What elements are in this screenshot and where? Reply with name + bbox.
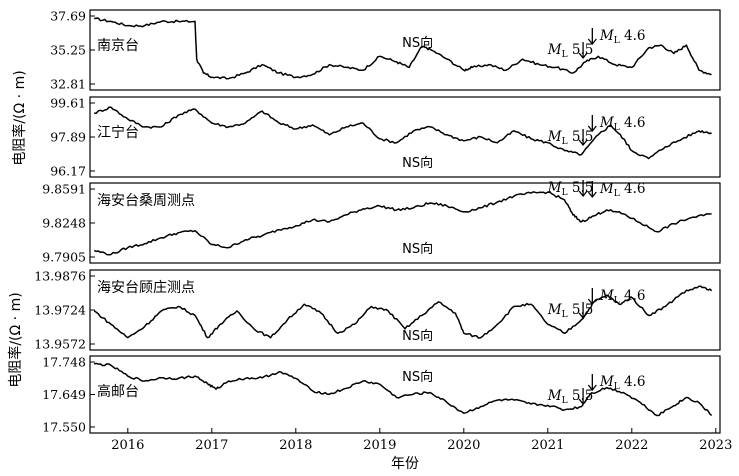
y-axis-title-upper: 电阻率/(Ω · m) bbox=[11, 70, 28, 165]
panel-3: 9.8591 9.8248 9.7905 海安台桑周测点 NS向 ML 5.5 ML 4.6 bbox=[42, 180, 721, 265]
y-tick-label: 9.7905 bbox=[42, 250, 86, 265]
series-line bbox=[94, 106, 712, 160]
y-tick-label: 97.89 bbox=[50, 130, 86, 145]
x-axis: 2016 2017 2018 2019 2020 2021 2022 2023 bbox=[111, 428, 732, 453]
series-line bbox=[93, 362, 713, 417]
x-tick-label: 2023 bbox=[699, 438, 732, 453]
y-tick-label: 17.649 bbox=[42, 387, 86, 402]
x-tick-label: 2019 bbox=[363, 438, 396, 453]
eq1-arrow-head bbox=[578, 312, 588, 320]
y-axis-title-lower: 电阻率/(Ω · m) bbox=[7, 292, 24, 387]
x-tick-label: 2016 bbox=[111, 438, 144, 453]
x-tick-label: 2022 bbox=[615, 438, 648, 453]
y-tick-label: 99.61 bbox=[50, 96, 86, 111]
panels: 37.69 35.25 32.81 南京台 NS向 ML 5.5 ML 4.6 99.61 97… bbox=[34, 9, 721, 435]
y-tick-label: 37.69 bbox=[50, 9, 86, 24]
panel-5: 17.748 17.649 17.550 高邮台 NS向 ML 5.5 ML 4.6 bbox=[42, 355, 721, 435]
panel-4: 13.9876 13.9724 13.9572 海安台顾庄测点 NS向 ML 5.5 ML … bbox=[34, 269, 721, 352]
station-name: 海安台桑周测点 bbox=[97, 193, 195, 209]
series-line bbox=[94, 17, 712, 80]
eq2-label: ML 4.6 bbox=[599, 181, 646, 199]
y-tick-label: 9.8248 bbox=[42, 216, 86, 231]
eq1-arrow-head bbox=[578, 139, 588, 147]
eq2-label: ML 4.6 bbox=[599, 374, 646, 392]
y-tick-label: 96.17 bbox=[50, 164, 86, 179]
direction-label: NS向 bbox=[402, 35, 433, 51]
station-name: 南京台 bbox=[97, 38, 139, 54]
eq2-arrow-head bbox=[587, 298, 597, 306]
station-name: 海安台顾庄测点 bbox=[97, 279, 195, 296]
eq1-label: ML 5.5 bbox=[547, 129, 594, 147]
panel-2: 99.61 97.89 96.17 江宁台 NS向 ML 5.5 ML 4.6 bbox=[50, 96, 721, 179]
eq2-label: ML 4.6 bbox=[599, 288, 646, 306]
eq2-arrow-head bbox=[587, 125, 597, 133]
eq1-label: ML 5.5 bbox=[547, 388, 594, 406]
x-tick-label: 2017 bbox=[195, 438, 228, 453]
y-tick-label: 32.81 bbox=[50, 77, 86, 92]
x-tick-label: 2021 bbox=[531, 438, 564, 453]
eq1-label: ML 5.5 bbox=[547, 302, 594, 320]
y-tick-label: 9.8591 bbox=[42, 182, 86, 197]
eq2-arrow-head bbox=[587, 38, 597, 46]
eq2-arrow-head bbox=[587, 191, 597, 199]
y-tick-label: 13.9876 bbox=[34, 269, 86, 284]
y-tick-label: 17.550 bbox=[42, 420, 86, 435]
eq1-label: ML 5.5 bbox=[547, 180, 594, 198]
x-axis-title: 年份 bbox=[391, 456, 419, 472]
y-tick-label: 13.9572 bbox=[34, 337, 86, 352]
eq1-arrow-head bbox=[578, 398, 588, 406]
series-line bbox=[93, 191, 712, 256]
x-tick-label: 2018 bbox=[279, 438, 312, 453]
eq2-arrow-head bbox=[587, 384, 597, 392]
station-name: 高邮台 bbox=[97, 383, 139, 400]
direction-label: NS向 bbox=[402, 241, 433, 257]
x-tick-label: 2020 bbox=[447, 438, 480, 453]
y-tick-label: 17.748 bbox=[42, 355, 86, 370]
station-name: 江宁台 bbox=[97, 124, 139, 141]
eq1-label: ML 5.5 bbox=[547, 42, 594, 60]
eq1-arrow-head bbox=[578, 52, 588, 60]
eq1-arrow-head bbox=[578, 190, 588, 198]
direction-label: NS向 bbox=[402, 328, 433, 344]
series-line bbox=[93, 285, 713, 339]
direction-label: NS向 bbox=[402, 369, 433, 385]
eq2-label: ML 4.6 bbox=[599, 115, 646, 133]
y-tick-label: 35.25 bbox=[50, 43, 86, 58]
y-tick-label: 13.9724 bbox=[34, 303, 86, 318]
eq2-label: ML 4.6 bbox=[599, 28, 646, 46]
panel-1: 37.69 35.25 32.81 南京台 NS向 ML 5.5 ML 4.6 bbox=[50, 9, 721, 92]
direction-label: NS向 bbox=[402, 155, 433, 171]
